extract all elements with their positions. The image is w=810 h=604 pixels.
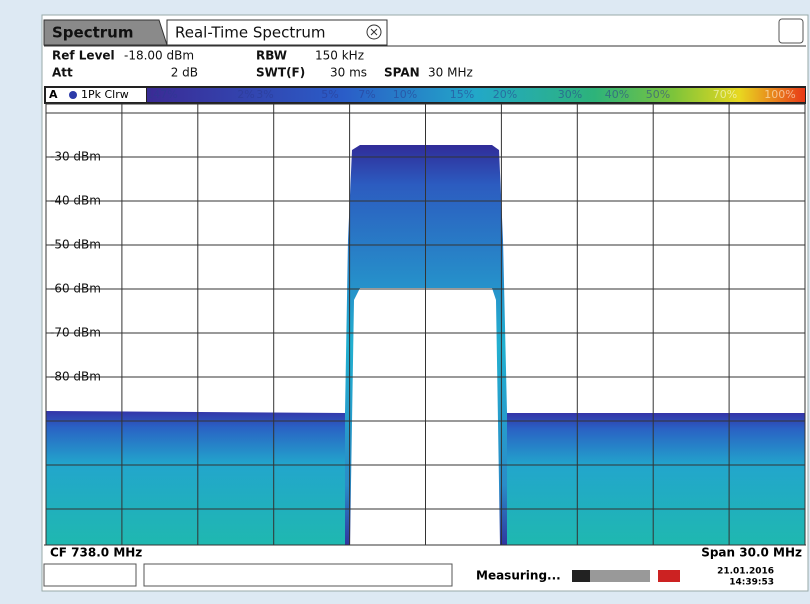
setting-value: 2 dB [171,66,198,80]
menu-button[interactable] [778,18,804,44]
color-scale-label: 40% [605,88,629,101]
color-scale-label: 3% [256,88,273,101]
y-axis-label: -40 dBm [50,194,101,208]
color-scale-label: 10% [393,88,417,101]
noise-floor [46,411,345,545]
status-date: 21.01.2016 [717,567,774,577]
setting-label: SPAN [384,66,420,80]
color-scale-label: 70% [713,88,737,101]
y-axis-label: -70 dBm [50,326,101,340]
setting-label: SWT(F) [256,66,305,80]
setting-value: 150 kHz [315,49,364,63]
tab-active[interactable] [166,19,388,46]
trace-name: 1Pk Clrw [81,88,129,101]
center-frequency: CF 738.0 MHz [50,546,142,560]
y-axis-label: -60 dBm [50,282,101,296]
color-scale-label: 7% [358,88,375,101]
status-field [43,563,137,587]
setting-label: Ref Level [52,49,115,63]
setting-value: 30 ms [330,66,367,80]
color-scale-label: 20% [493,88,517,101]
progress-bar [572,570,650,582]
y-axis-label: -80 dBm [50,370,101,384]
setting-value: -18.00 dBm [124,49,194,63]
status-icon [658,570,680,582]
color-scale-label: 50% [646,88,670,101]
setting-value: 30 MHz [428,66,473,80]
trace-label-box [46,88,146,102]
close-icon [370,28,378,36]
setting-label: Att [52,66,73,80]
status-field [143,563,453,587]
progress-fill [572,570,590,582]
color-scale [147,88,805,102]
setting-label: RBW [256,49,287,63]
y-axis-label: -30 dBm [50,150,101,164]
span-label: Span 30.0 MHz [701,546,802,560]
color-scale-label: 100% [764,88,795,101]
color-scale-label: 2% [237,88,254,101]
color-scale-label: 15% [450,88,474,101]
noise-floor [507,413,805,545]
trace-marker [69,91,77,99]
tab-label[interactable]: Real-Time Spectrum [175,24,326,42]
status-state: Measuring... [476,569,561,583]
color-scale-label: 5% [321,88,338,101]
trace-window: A [49,88,58,101]
status-time: 14:39:53 [729,578,774,588]
y-axis-label: -50 dBm [50,238,101,252]
tab-label[interactable]: Spectrum [52,24,133,42]
color-scale-label: 30% [558,88,582,101]
color-scale-label: 147% [146,88,177,101]
